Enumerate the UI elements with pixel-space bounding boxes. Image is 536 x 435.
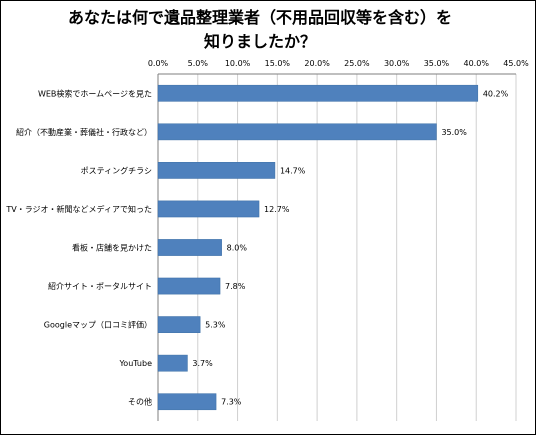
bar	[157, 277, 221, 295]
category-label: TV・ラジオ・新聞などメディアで知った	[5, 204, 152, 214]
bar	[157, 316, 201, 333]
category-label: その他	[128, 397, 152, 407]
x-tick-label: 40.0%	[464, 59, 490, 68]
x-tick-label: 30.0%	[384, 59, 410, 68]
bar	[157, 354, 188, 372]
x-tick-label: 15.0%	[265, 59, 291, 68]
data-label: 14.7%	[280, 166, 306, 175]
category-label: WEB検索でホームページを見た	[38, 88, 152, 98]
bar	[157, 123, 437, 141]
x-tick-label: 5.0%	[188, 59, 209, 68]
bar	[157, 239, 222, 256]
category-label: 紹介サイト・ポータルサイト	[48, 281, 152, 291]
data-label: 35.0%	[441, 128, 467, 137]
data-label: 8.0%	[227, 244, 248, 253]
x-tick-label: 10.0%	[225, 59, 251, 68]
x-tick-label: 35.0%	[424, 59, 450, 68]
category-label: 看板・店舗を見かけた	[72, 243, 152, 253]
data-label: 7.3%	[221, 398, 242, 407]
x-tick-label: 25.0%	[344, 59, 370, 68]
data-label: 5.3%	[205, 321, 226, 330]
chart-title-line2: 知りましたか？	[203, 32, 316, 51]
category-label: Googleマップ（口コミ評価）	[44, 320, 152, 330]
data-label: 12.7%	[264, 205, 290, 214]
bar	[157, 200, 260, 218]
data-labels: 40.2% 35.0% 14.7% 12.7% 8.0% 7.8% 5.3% 3.7% 7.3%	[192, 89, 508, 406]
x-tick-label: 20.0%	[304, 59, 330, 68]
category-label: ポスティングチラシ	[81, 165, 152, 175]
bar	[157, 393, 217, 411]
data-label: 3.7%	[192, 359, 213, 368]
category-label: 紹介（不動産業・葬儀社・行政など）	[16, 127, 152, 137]
data-label: 40.2%	[483, 89, 509, 98]
data-label: 7.8%	[225, 282, 246, 291]
category-label: YouTube	[118, 359, 152, 368]
x-tick-label: 45.0%	[503, 59, 529, 68]
chart-title: あなたは何で遺品整理業者（不用品回収等を含む）を 知りましたか？	[40, 6, 480, 54]
x-axis-ticks: 0.0% 5.0% 10.0% 15.0% 20.0% 25.0% 30.0% 35.0% 40…	[148, 59, 529, 68]
bar	[157, 162, 276, 179]
x-tick-label: 0.0%	[148, 59, 169, 68]
bars	[157, 84, 479, 411]
chart-title-line1: あなたは何で遺品整理業者（不用品回収等を含む）を	[67, 8, 452, 27]
bar	[157, 84, 479, 102]
